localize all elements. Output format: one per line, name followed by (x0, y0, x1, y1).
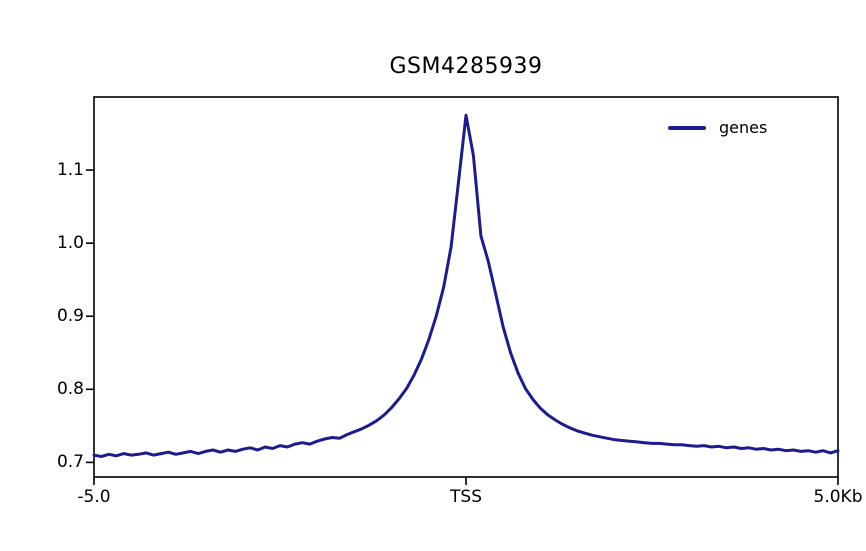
x-tick-label: TSS (450, 487, 482, 507)
y-tick-label: 1.1 (56, 160, 84, 181)
plot-border (93, 96, 839, 478)
x-tick-label: 5.0Kb (813, 487, 863, 507)
legend-label: genes (719, 118, 768, 137)
series-line-genes (92, 113, 840, 458)
y-tick-label: 1.0 (56, 233, 84, 254)
y-tick-label: 0.7 (56, 452, 84, 473)
x-tick-label: -5.0 (77, 487, 111, 507)
y-tick-label: 0.8 (56, 379, 84, 400)
chart-title: GSM4285939 (389, 54, 543, 79)
legend: genes (668, 118, 767, 137)
legend-line-swatch (668, 125, 706, 130)
y-tick-label: 0.9 (56, 306, 84, 327)
